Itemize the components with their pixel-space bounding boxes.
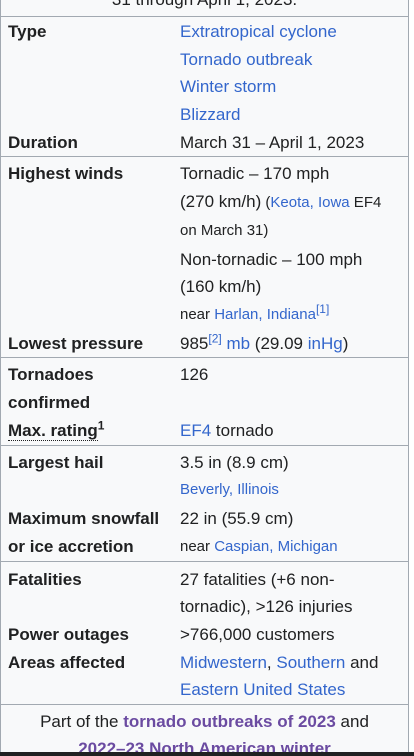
separator [1,561,408,562]
caspian-michigan-link[interactable]: Caspian, Michigan [214,538,338,555]
infobox-caption: 31 through April 1, 2023. [0,0,409,12]
non-tornadic-location: near Harlan, Indiana[1] [180,302,330,323]
duration-value: March 31 – April 1, 2023 [180,133,365,152]
separator [1,357,408,358]
separator [1,704,408,705]
max-snowfall-label-line1: Maximum snowfall [8,509,160,528]
lowest-pressure-label: Lowest pressure [8,334,144,353]
type-link-tornado-outbreak[interactable]: Tornado outbreak [180,50,313,69]
tornadic-date: on March 31) [180,222,269,239]
reference-2[interactable]: [2] [208,331,222,346]
max-rating-value: EF4 tornado [180,421,274,440]
type-link-winter-storm[interactable]: Winter storm [180,77,277,96]
tornadoes-confirmed-value: 126 [180,365,209,384]
millibar-link[interactable]: mb [226,334,251,353]
north-american-winter-link[interactable]: 2022–23 North American winter [78,739,331,756]
separator [1,16,408,17]
inhg-link[interactable]: inHg [307,334,343,353]
separator [1,156,408,157]
type-link-extratropical-cyclone[interactable]: Extratropical cyclone [180,22,337,41]
fatalities-label: Fatalities [8,570,82,589]
fatalities-value-line2: tornadic), >126 injuries [180,597,353,616]
tornadoes-label-line2: confirmed [8,393,91,412]
eastern-united-states-link[interactable]: Eastern United States [180,680,346,699]
right-margin [409,0,414,756]
areas-affected-line1: Midwestern, Southern and [180,653,379,672]
keota-iowa-link[interactable]: Keota, Iowa [270,194,350,211]
power-outages-label: Power outages [8,625,129,644]
power-outages-value: >766,000 customers [180,625,335,644]
max-snowfall-location: near Caspian, Michigan [180,538,338,555]
highest-winds-label: Highest winds [8,164,124,183]
fatalities-value-line1: 27 fatalities (+6 non- [180,570,335,589]
tornadic-winds-value: Tornadic – 170 mph [180,164,330,183]
lowest-pressure-value: 985[2] mb (29.09 inHg) [180,331,349,353]
tornadic-winds-detail: (270 km/h) (Keota, Iowa EF4 [180,192,382,211]
max-snowfall-label-line2: or ice accretion [8,537,134,556]
non-tornadic-kmh: (160 km/h) [180,277,262,296]
largest-hail-label: Largest hail [8,453,104,472]
southern-link[interactable]: Southern [276,653,346,672]
type-label: Type [8,22,47,41]
ef4-link[interactable]: EF4 [180,421,212,440]
tornadic-kmh: (270 km/h) [180,192,262,211]
areas-affected-label: Areas affected [8,653,126,672]
bottom-bar [0,752,414,756]
max-snowfall-value: 22 in (55.9 cm) [180,509,294,528]
harlan-indiana-link[interactable]: Harlan, Indiana [214,306,316,323]
max-rating-label: Max. rating1 [8,418,105,441]
non-tornadic-winds-value: Non-tornadic – 100 mph [180,250,363,269]
footer-line1: Part of the tornado outbreaks of 2023 an… [40,712,369,731]
midwestern-link[interactable]: Midwestern [180,653,267,672]
tornado-outbreaks-2023-link[interactable]: tornado outbreaks of 2023 [123,712,336,731]
separator [1,445,408,446]
reference-1[interactable]: [1] [315,302,330,316]
type-link-blizzard[interactable]: Blizzard [180,105,241,124]
beverly-illinois-link[interactable]: Beverly, Illinois [180,481,279,498]
largest-hail-value: 3.5 in (8.9 cm) [180,453,289,472]
duration-label: Duration [8,133,78,152]
tornadoes-label-line1: Tornadoes [8,365,94,384]
